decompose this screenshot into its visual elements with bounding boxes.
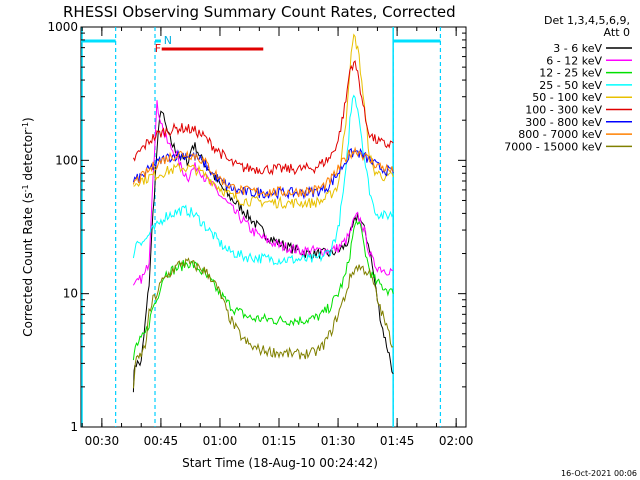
y-axis: 1 10 100 1000 xyxy=(47,20,466,434)
y-tick-label: 1 xyxy=(70,420,78,434)
legend-label: 25 - 50 keV xyxy=(539,79,602,92)
legend-attenuator-label: Att 0 xyxy=(604,26,630,39)
series-line xyxy=(132,219,394,361)
series-line xyxy=(133,33,394,210)
y-axis-label-part: -1 xyxy=(21,122,30,130)
legend-label: 100 - 300 keV xyxy=(525,104,602,117)
legend-label: 12 - 25 keV xyxy=(539,67,602,80)
x-tick-label: 01:30 xyxy=(321,434,356,448)
x-tick-label: 00:30 xyxy=(85,434,120,448)
series-line xyxy=(132,146,394,198)
y-tick-label: 100 xyxy=(55,153,78,167)
flags-layer: FN xyxy=(81,27,442,427)
x-tick-label: 01:00 xyxy=(203,434,238,448)
legend-header: Det 1,3,4,5,6,9, Att 0 xyxy=(544,14,630,39)
legend-label: 6 - 12 keV xyxy=(546,54,602,67)
y-axis-label-part: detector xyxy=(21,130,35,185)
series-layer xyxy=(132,33,394,393)
plot-frame xyxy=(80,26,467,428)
x-tick-label: 01:15 xyxy=(262,434,297,448)
x-tick-label: 02:00 xyxy=(439,434,474,448)
legend-label: 3 - 6 keV xyxy=(553,42,602,55)
night-flag-label: N xyxy=(164,34,172,47)
chart-title: RHESSI Observing Summary Count Rates, Co… xyxy=(63,3,456,21)
series-line xyxy=(132,60,394,176)
y-tick-label: 1000 xyxy=(47,20,78,34)
x-tick-label: 00:45 xyxy=(144,434,179,448)
x-tick-label: 01:45 xyxy=(380,434,415,448)
x-axis: 00:30 00:45 01:00 01:15 01:30 01:45 02:00 xyxy=(81,27,474,448)
y-tick-label: 10 xyxy=(63,287,78,301)
legend-label: 300 - 800 keV xyxy=(525,116,602,129)
legend-label: 50 - 100 keV xyxy=(532,91,602,104)
legend-label: 800 - 7000 keV xyxy=(518,128,602,141)
plot-area: FN xyxy=(80,26,467,428)
y-axis-label-part: ) xyxy=(21,117,35,122)
legend-detector-label: Det 1,3,4,5,6,9, xyxy=(544,14,630,27)
series-line xyxy=(132,100,394,286)
y-axis-label-part: Corrected Count Rate (s xyxy=(21,192,35,336)
flare-flag-label: F xyxy=(155,42,161,55)
series-line xyxy=(132,94,394,266)
y-axis-label: Corrected Count Rate (s-1 detector-1) xyxy=(21,117,36,336)
series-line xyxy=(132,257,394,389)
x-axis-label: Start Time (18-Aug-10 00:24:42) xyxy=(182,456,378,470)
series-line xyxy=(132,147,394,200)
y-axis-label-part: -1 xyxy=(21,184,30,192)
generation-timestamp: 16-Oct-2021 00:06 xyxy=(561,469,637,478)
legend-label: 7000 - 15000 keV xyxy=(504,140,602,153)
